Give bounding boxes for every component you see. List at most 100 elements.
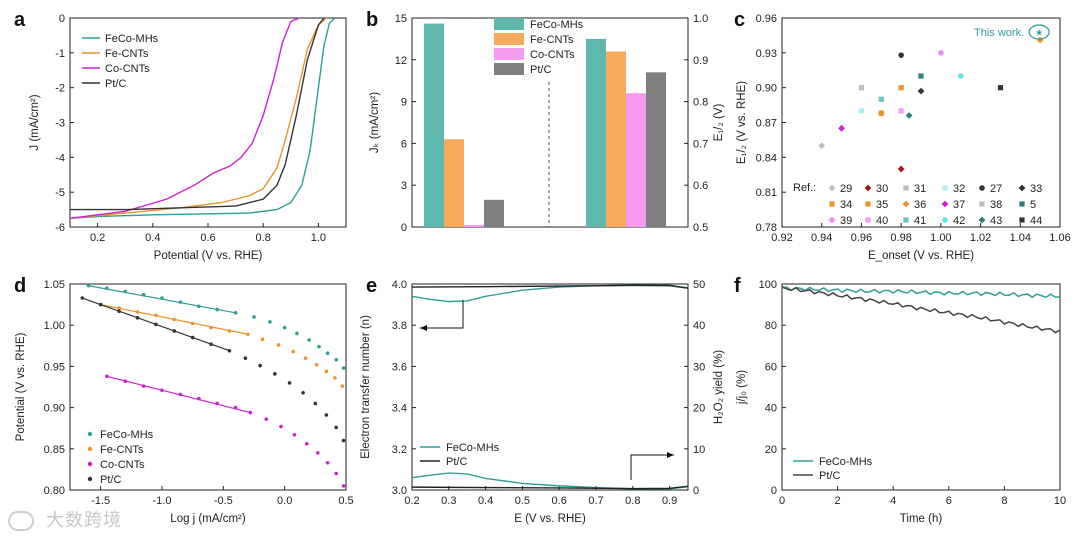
y-axis-label-b-left: Jₖ (mA/cm²) [369, 92, 381, 153]
scatter-point-c [1037, 37, 1043, 43]
x-tick-label-f: 4 [890, 495, 896, 507]
legend-label-f: FeCo-MHs [819, 456, 873, 468]
y-right-tick-label-e: 30 [693, 361, 705, 373]
data-point-d [295, 331, 299, 336]
legend-label-c: 40 [876, 215, 888, 227]
data-point-d [264, 417, 269, 421]
data-point-d [246, 332, 250, 337]
legend-marker-c [978, 216, 986, 224]
legend-marker-d [87, 431, 93, 437]
y-tick-label-e: 3.4 [392, 403, 407, 415]
data-point-d [279, 424, 283, 429]
y-tick-label-f: 80 [765, 320, 777, 332]
y-tick-label-c: 0.87 [756, 118, 777, 130]
legend-label-c: 42 [953, 215, 965, 227]
legend-marker-c [979, 185, 985, 191]
scatter-point-c [957, 73, 964, 79]
watermark-text: 大数跨境 [46, 510, 123, 530]
legend-marker-c [864, 184, 872, 192]
y-right-tick-label-b: 1.0 [693, 13, 708, 25]
bar-jk-1 [444, 139, 464, 227]
legend-label-c: 29 [840, 183, 852, 195]
data-point-d [268, 320, 272, 324]
legend-marker-c [979, 201, 985, 207]
panel-letter-f: f [734, 275, 741, 297]
plot-frame-f [781, 283, 1061, 491]
x-tick-label-e: 0.8 [625, 495, 640, 507]
y-tick-label-a: -6 [55, 222, 65, 234]
bar-jk-3 [484, 199, 504, 227]
legend-marker-c [865, 201, 871, 207]
legend-label-c: 39 [840, 215, 852, 227]
series-line-e [411, 472, 689, 490]
series-line-e [411, 284, 689, 289]
data-point-d [325, 351, 330, 356]
legend-label-c: 5 [1030, 199, 1036, 211]
x-tick-label-e: 0.2 [404, 495, 419, 507]
x-tick-label-f: 2 [835, 495, 841, 507]
legend-label-e: Pt/C [446, 456, 467, 468]
y-right-tick-label-e: 10 [693, 444, 705, 456]
legend-marker-c [1019, 201, 1025, 207]
y-tick-label-b: 12 [395, 55, 407, 67]
y-tick-label-c: 0.93 [756, 48, 777, 60]
legend-marker-d [87, 446, 93, 452]
x-tick-label-d: 0.5 [338, 495, 353, 507]
scatter-point-c [897, 165, 905, 173]
y-axis-label-a: J (mA/cm²) [29, 94, 41, 150]
x-axis-label-f: Time (h) [900, 513, 943, 525]
legend-label-c: 43 [990, 215, 1002, 227]
legend-label-a: Pt/C [105, 78, 126, 90]
data-point-d [307, 338, 312, 342]
y-tick-label-e: 3.2 [392, 444, 407, 456]
x-tick-label-e: 0.9 [662, 495, 677, 507]
data-point-d [341, 438, 346, 443]
legend-marker-c [941, 200, 949, 208]
tafel-fit-line [88, 285, 236, 314]
x-tick-label-d: 0.0 [277, 495, 292, 507]
data-point-d [252, 315, 256, 319]
arrow-head-icon [667, 452, 674, 458]
y-axis-label-e-right: H₂O₂ yield (%) [713, 350, 725, 424]
legend-label-c: 32 [953, 183, 965, 195]
x-tick-label-d: -1.0 [153, 495, 172, 507]
legend-marker-c [1018, 184, 1026, 192]
x-tick-label-c: 0.98 [890, 232, 911, 244]
y-tick-label-c: 0.96 [756, 13, 777, 25]
highlight-ring [1028, 24, 1050, 40]
legend-label-a: Co-CNTs [105, 63, 150, 75]
legend-label-c: 31 [914, 183, 926, 195]
plot-frame-c [781, 17, 1061, 228]
x-axis-label-d: Log j (mA/cm²) [170, 513, 246, 525]
legend-marker-c [903, 185, 909, 191]
legend-swatch-b [494, 48, 524, 60]
data-point-d [334, 358, 338, 362]
x-tick-label-a: 0.6 [200, 232, 215, 244]
panel-e: 0.2 0.3 0.4 0.5 0.6 0.7 0.8 0.9 3.0 3.2 3.4 3.6 3.8 4… [360, 275, 725, 525]
legend-marker-c [1019, 217, 1025, 223]
y-tick-label-d: 0.90 [44, 403, 65, 415]
legend-marker-c [902, 200, 910, 208]
legend-label-c: 37 [953, 199, 965, 211]
x-tick-label-e: 0.4 [478, 495, 493, 507]
arrow-head-icon [420, 325, 427, 331]
scatter-point-c [938, 50, 944, 56]
data-point-d [260, 337, 265, 342]
y-tick-label-a: 0 [59, 13, 65, 25]
data-point-d [314, 362, 319, 367]
scatter-point-c [858, 85, 865, 91]
data-point-d [315, 451, 320, 455]
scatter-point-c [858, 108, 865, 114]
y-right-tick-label-e: 40 [693, 320, 705, 332]
legend-label-f: Pt/C [819, 470, 840, 482]
bar-e-half-0 [586, 38, 606, 228]
legend-label-d: FeCo-MHs [100, 429, 154, 441]
data-point-d [317, 344, 321, 349]
data-point-d [341, 366, 346, 370]
data-point-d [301, 390, 305, 395]
scatter-point-c [898, 108, 904, 114]
arrow-to-left-axis [420, 300, 464, 329]
legend-swatch-b [494, 33, 524, 45]
y-right-tick-label-b: 0.9 [693, 55, 708, 67]
data-point-d [333, 376, 337, 380]
